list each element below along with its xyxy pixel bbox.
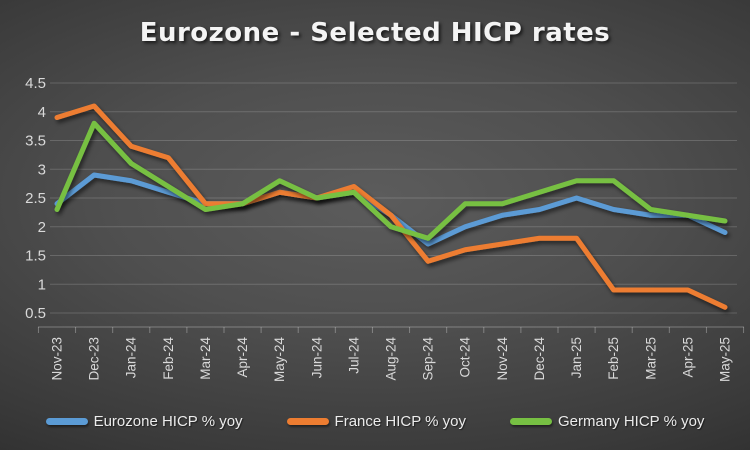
legend-swatch-germany	[509, 418, 552, 425]
svg-text:Sep-24: Sep-24	[421, 337, 436, 381]
svg-text:May-24: May-24	[272, 337, 287, 383]
svg-text:Dec-23: Dec-23	[87, 337, 102, 381]
svg-text:4.5: 4.5	[25, 75, 46, 92]
svg-text:2: 2	[38, 219, 46, 236]
svg-text:Oct-24: Oct-24	[458, 337, 473, 378]
svg-text:3: 3	[38, 161, 46, 178]
svg-text:1: 1	[38, 276, 46, 293]
svg-text:Jul-24: Jul-24	[346, 337, 361, 374]
svg-text:Jan-25: Jan-25	[569, 337, 584, 378]
legend: Eurozone HICP % yoy France HICP % yoy Ge…	[0, 413, 750, 430]
svg-text:4: 4	[38, 104, 46, 121]
svg-text:Nov-23: Nov-23	[50, 337, 65, 381]
svg-text:Feb-24: Feb-24	[161, 337, 176, 380]
svg-text:Apr-25: Apr-25	[680, 337, 695, 378]
legend-label-germany: Germany HICP % yoy	[557, 413, 705, 430]
chart-title: Eurozone - Selected HICP rates	[139, 18, 611, 48]
legend-swatch-france	[286, 418, 329, 425]
legend-item-france: France HICP % yoy	[286, 413, 466, 430]
svg-text:May-25: May-25	[718, 337, 733, 382]
svg-text:2.5: 2.5	[25, 190, 46, 207]
svg-text:Apr-24: Apr-24	[235, 337, 250, 378]
svg-text:Dec-24: Dec-24	[532, 337, 547, 381]
legend-label-france: France HICP % yoy	[334, 413, 466, 430]
legend-item-eurozone: Eurozone HICP % yoy	[45, 413, 243, 430]
svg-text:Feb-25: Feb-25	[606, 337, 621, 380]
legend-item-germany: Germany HICP % yoy	[509, 413, 705, 430]
svg-text:Mar-25: Mar-25	[643, 337, 658, 380]
svg-text:0.5: 0.5	[25, 305, 46, 322]
svg-text:1.5: 1.5	[25, 248, 46, 265]
svg-text:Jan-24: Jan-24	[124, 337, 139, 379]
legend-swatch-eurozone	[45, 418, 88, 425]
svg-text:Jun-24: Jun-24	[309, 337, 324, 379]
svg-text:Aug-24: Aug-24	[384, 337, 399, 381]
svg-text:3.5: 3.5	[25, 133, 46, 150]
svg-text:Nov-24: Nov-24	[495, 337, 510, 381]
svg-text:Mar-24: Mar-24	[198, 337, 213, 380]
legend-label-eurozone: Eurozone HICP % yoy	[93, 413, 243, 430]
